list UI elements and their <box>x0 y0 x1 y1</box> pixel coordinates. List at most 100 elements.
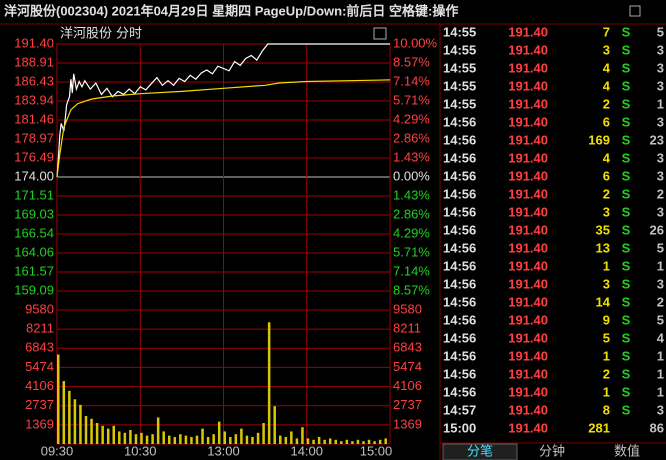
y2-tick-label: 5.71% <box>393 244 430 259</box>
trade-side: S <box>622 258 631 273</box>
volume-bar <box>384 438 387 444</box>
volume-bar <box>245 435 249 444</box>
volume-bar <box>106 428 110 444</box>
volume-bar <box>140 432 143 444</box>
window-icon[interactable] <box>629 5 641 17</box>
trade-volume: 3 <box>603 42 610 57</box>
trade-time: 14:55 <box>443 96 476 111</box>
trade-time: 14:56 <box>443 132 476 147</box>
volume-bar <box>195 435 199 444</box>
volume-bar <box>206 437 210 444</box>
tab-active <box>442 443 518 460</box>
trade-time: 14:56 <box>443 294 476 309</box>
trade-price: 191.40 <box>508 114 548 129</box>
trade-price: 191.40 <box>508 312 548 327</box>
volume-bar <box>101 425 104 444</box>
y-tick-label: 169.03 <box>14 206 54 221</box>
volume-tick-label-right: 9580 <box>393 301 422 316</box>
trade-count: 2 <box>657 186 664 201</box>
volume-tick-label-right: 1369 <box>393 416 422 431</box>
y2-tick-label: 0.00% <box>393 168 430 183</box>
volume-tick-label: 2737 <box>25 397 54 412</box>
volume-bar <box>68 390 71 444</box>
volume-bar <box>240 428 243 444</box>
volume-tick-label-right: 4106 <box>393 378 422 393</box>
volume-bar <box>367 439 371 444</box>
volume-bar <box>340 441 343 444</box>
y-tick-label: 188.91 <box>14 54 54 69</box>
trade-time: 14:56 <box>443 204 476 219</box>
volume-bar <box>156 417 160 444</box>
trade-count: 3 <box>657 204 664 219</box>
trade-price: 191.40 <box>508 258 548 273</box>
y-tick-label: 178.97 <box>14 130 54 145</box>
volume-bar <box>234 434 238 444</box>
trade-time: 14:56 <box>443 312 476 327</box>
volume-bar <box>262 423 265 444</box>
volume-bar <box>179 434 182 444</box>
volume-bar <box>223 431 226 444</box>
trade-time: 14:56 <box>443 276 476 291</box>
trade-side: S <box>622 96 631 111</box>
x-tick-label: 10:30 <box>124 443 157 458</box>
trade-side: S <box>622 114 631 129</box>
volume-bar <box>118 431 121 444</box>
volume-bar <box>317 437 321 444</box>
volume-bar <box>129 430 132 444</box>
trade-volume: 9 <box>603 312 610 327</box>
trade-price: 191.40 <box>508 168 548 183</box>
trade-time: 14:56 <box>443 114 476 129</box>
volume-bar <box>279 435 282 444</box>
volume-bar <box>212 434 215 444</box>
trade-side: S <box>622 366 631 381</box>
volume-bar <box>190 437 193 444</box>
trade-side: S <box>622 222 631 237</box>
trade-volume: 1 <box>603 384 610 399</box>
trade-time: 14:55 <box>443 42 476 57</box>
x-tick-label: 09:30 <box>41 443 74 458</box>
tab[interactable]: 数值 <box>614 443 640 458</box>
trade-volume: 1 <box>603 258 610 273</box>
volume-bar <box>151 434 154 444</box>
volume-bar <box>284 437 288 444</box>
volume-bar <box>373 441 376 444</box>
trade-side: S <box>622 384 631 399</box>
volume-bar <box>345 439 349 444</box>
volume-bar <box>295 438 299 444</box>
y-tick-label: 159.09 <box>14 282 54 297</box>
trade-count: 3 <box>657 402 664 417</box>
tab[interactable]: 分笔 <box>467 443 493 458</box>
trade-count: 1 <box>657 366 664 381</box>
volume-bar <box>112 425 115 444</box>
trade-count: 4 <box>657 330 665 345</box>
tab[interactable]: 分钟 <box>539 443 565 458</box>
trade-count: 86 <box>650 420 664 435</box>
trade-time: 14:56 <box>443 366 476 381</box>
y2-tick-label: 8.57% <box>393 282 430 297</box>
y-tick-label: 161.57 <box>14 263 54 278</box>
chart-subtitle: 分时 <box>116 25 142 40</box>
window-title: 洋河股份(002304) 2021年04月29日 星期四 PageUp/Down… <box>4 3 458 18</box>
y-tick-label: 166.54 <box>14 225 54 240</box>
trade-price: 191.40 <box>508 132 548 147</box>
trade-count: 3 <box>657 150 664 165</box>
y2-tick-label: 2.86% <box>393 130 430 145</box>
y-tick-label: 191.40 <box>14 35 54 50</box>
volume-bar <box>362 441 365 444</box>
y-tick-label: 183.94 <box>14 92 54 107</box>
trade-price: 191.40 <box>508 276 548 291</box>
volume-tick-label-right: 5474 <box>393 359 422 374</box>
x-tick-label: 15:00 <box>360 443 393 458</box>
trade-volume: 4 <box>603 150 611 165</box>
volume-tick-label: 8211 <box>26 321 54 336</box>
trade-time: 14:55 <box>443 60 476 75</box>
trade-volume: 6 <box>603 114 610 129</box>
volume-bar <box>145 435 149 444</box>
trade-time: 14:56 <box>443 150 476 165</box>
panel-button[interactable] <box>373 27 387 40</box>
trade-time: 14:55 <box>443 78 476 93</box>
trade-count: 5 <box>657 312 664 327</box>
trade-count: 5 <box>657 240 664 255</box>
volume-bar <box>251 437 254 444</box>
